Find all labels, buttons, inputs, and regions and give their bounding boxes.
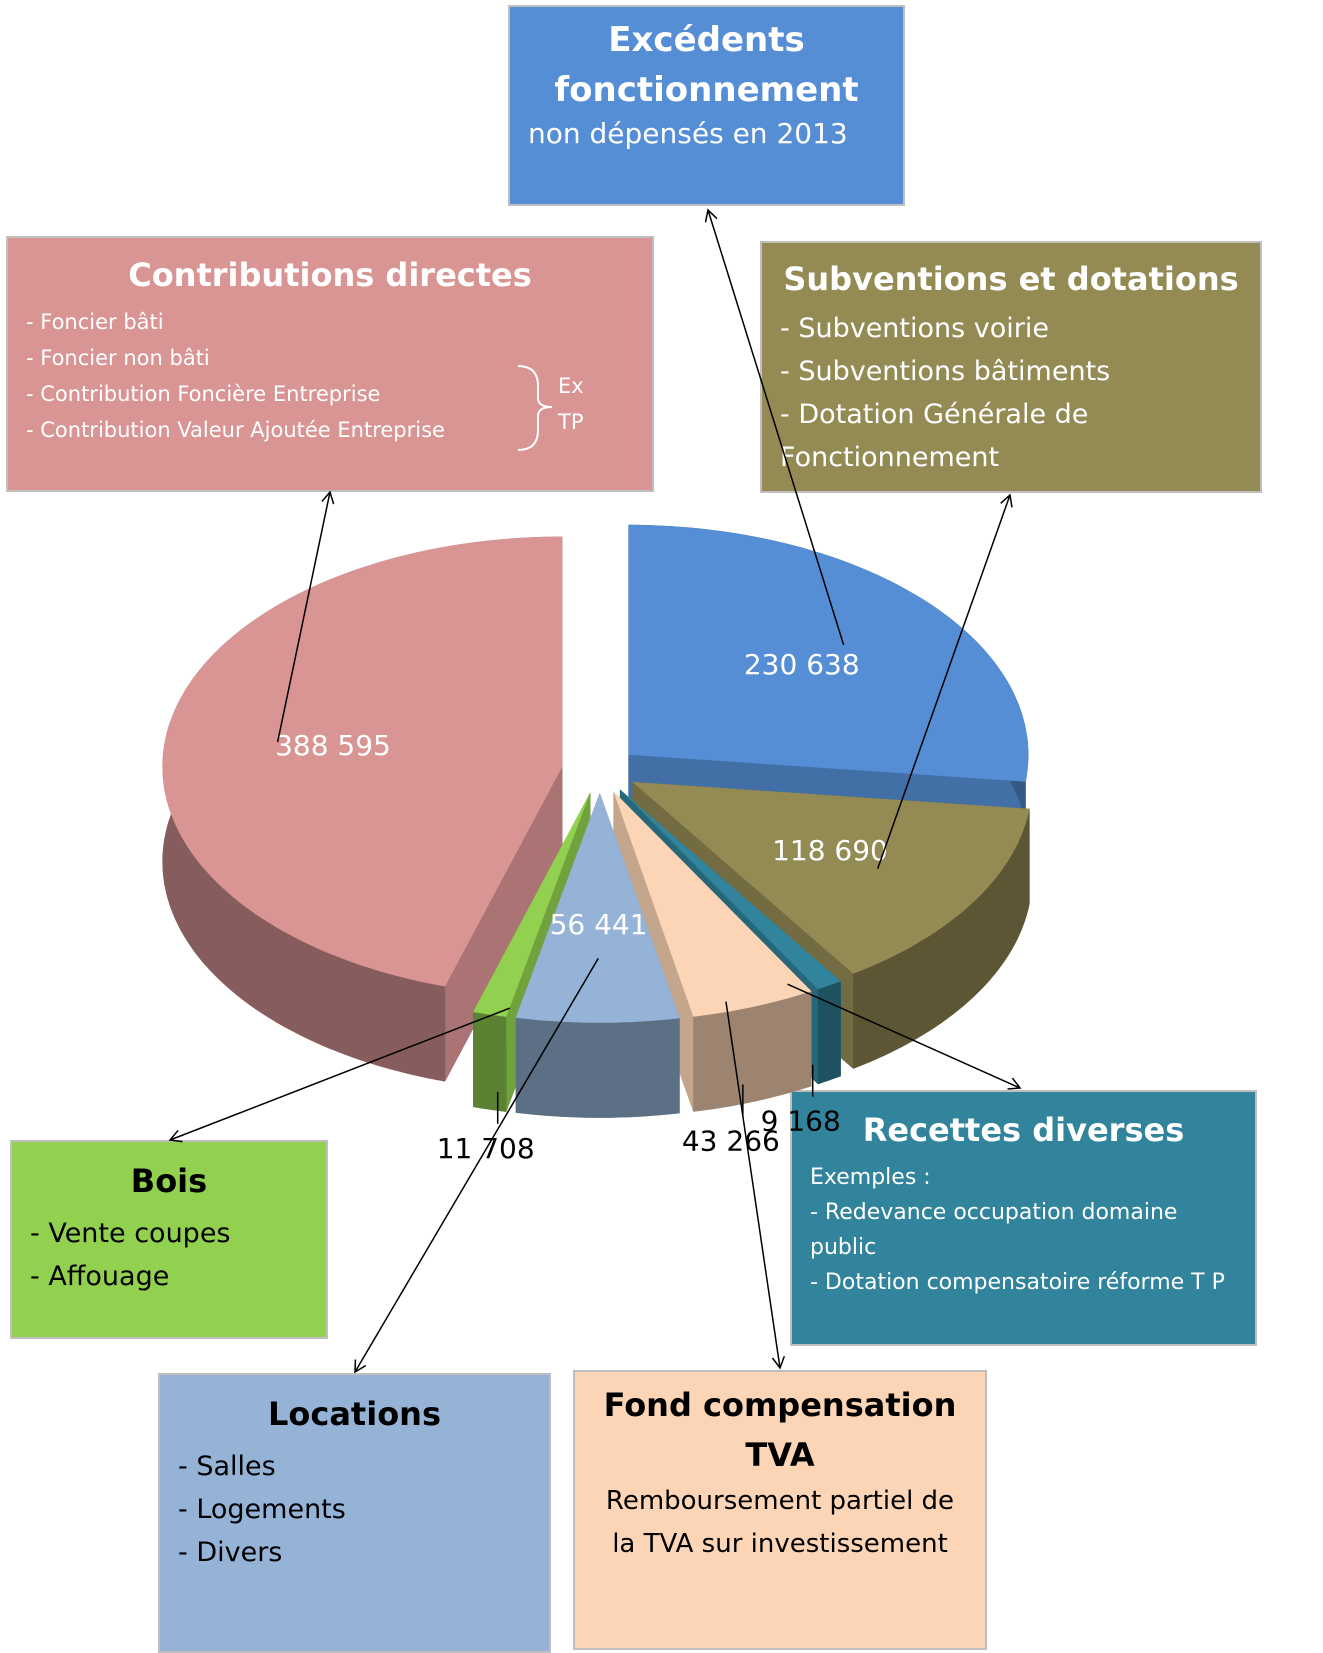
callout-line: Remboursement partiel de la TVA sur inve…: [605, 1486, 955, 1559]
slice: [619, 789, 841, 990]
slice-side: [445, 766, 563, 1082]
bracket: [517, 365, 553, 451]
callout-title: Excédents fonctionnement: [554, 20, 859, 110]
arrow: [354, 958, 599, 1374]
value-label: 230 638: [744, 648, 860, 681]
callout-title: Bois: [130, 1162, 208, 1200]
callout-line: - Contribution Valeur Ajoutée Entreprise: [26, 418, 445, 442]
slice-side: [853, 808, 1030, 1069]
callout-title: Recettes diverses: [862, 1111, 1185, 1149]
callout-line: Exemples :: [810, 1165, 931, 1190]
callout-title: Fond compensation TVA: [603, 1386, 957, 1474]
value-label: 118 690: [772, 834, 888, 867]
slice-side: [473, 1012, 507, 1112]
callout-box: Recettes diverses Exemples : - Redevance o…: [790, 1090, 1257, 1346]
callout-title: Contributions directes: [128, 256, 532, 294]
callout-line: - Dotation Générale de Fonctionnement: [780, 399, 1089, 473]
slice: [632, 781, 1030, 974]
callout-box: Subventions et dotations - Subventions vo…: [760, 241, 1262, 493]
value-label: 11 708: [437, 1132, 535, 1165]
arrow: [276, 490, 335, 743]
value-label: 56 441: [550, 908, 648, 941]
callout-line: - Dotation compensatoire réforme T P: [810, 1270, 1225, 1295]
value-label: 43 266: [682, 1124, 780, 1157]
arrow: [725, 1001, 786, 1370]
slice: [628, 524, 1029, 782]
callout-box: Locations - Salles - Logements - Divers: [158, 1373, 551, 1653]
callout-line: - Foncier non bâti: [26, 346, 210, 370]
callout-line: - Contribution Foncière Entreprise: [26, 382, 381, 406]
callout-line: - Vente coupes: [30, 1218, 231, 1249]
callout-line: - Affouage: [30, 1261, 170, 1292]
value-label: 388 595: [275, 729, 391, 762]
callout-line: - Foncier bâti: [26, 310, 164, 334]
callout-line: - Logements: [178, 1494, 346, 1525]
callout-line: non dépensés en 2013: [528, 117, 848, 150]
slice: [473, 792, 591, 1017]
arrow: [787, 983, 1022, 1090]
callout-line: - Subventions voirie: [780, 313, 1049, 344]
callout-box: Excédents fonctionnement non dépensés en …: [508, 5, 905, 206]
callout-line: - Divers: [178, 1537, 283, 1568]
slice-side: [693, 991, 812, 1112]
arrow: [876, 493, 1013, 869]
bracket-label: TP: [558, 410, 584, 434]
slice: [613, 791, 812, 1017]
callout-box: Bois - Vente coupes - Affouage: [10, 1140, 328, 1339]
callout-line: - Salles: [178, 1451, 276, 1482]
slice: [162, 536, 563, 987]
bracket-label: Ex: [558, 374, 584, 398]
callout-box: Fond compensation TVA Remboursement parti…: [573, 1370, 987, 1650]
callout-title: Subventions et dotations: [783, 260, 1239, 298]
value-label: 9 168: [761, 1105, 841, 1138]
slice-side: [817, 981, 841, 1085]
callout-line: - Subventions bâtiments: [780, 356, 1111, 387]
slice-side: [515, 1017, 680, 1118]
callout-line: - Redevance occupation domaine public: [810, 1200, 1178, 1260]
callout-box: Contributions directes - Foncier bâti - Fo…: [6, 236, 654, 492]
slice: [515, 792, 680, 1023]
callout-title: Locations: [267, 1395, 441, 1433]
arrow: [168, 1007, 511, 1143]
arrow: [704, 208, 845, 646]
